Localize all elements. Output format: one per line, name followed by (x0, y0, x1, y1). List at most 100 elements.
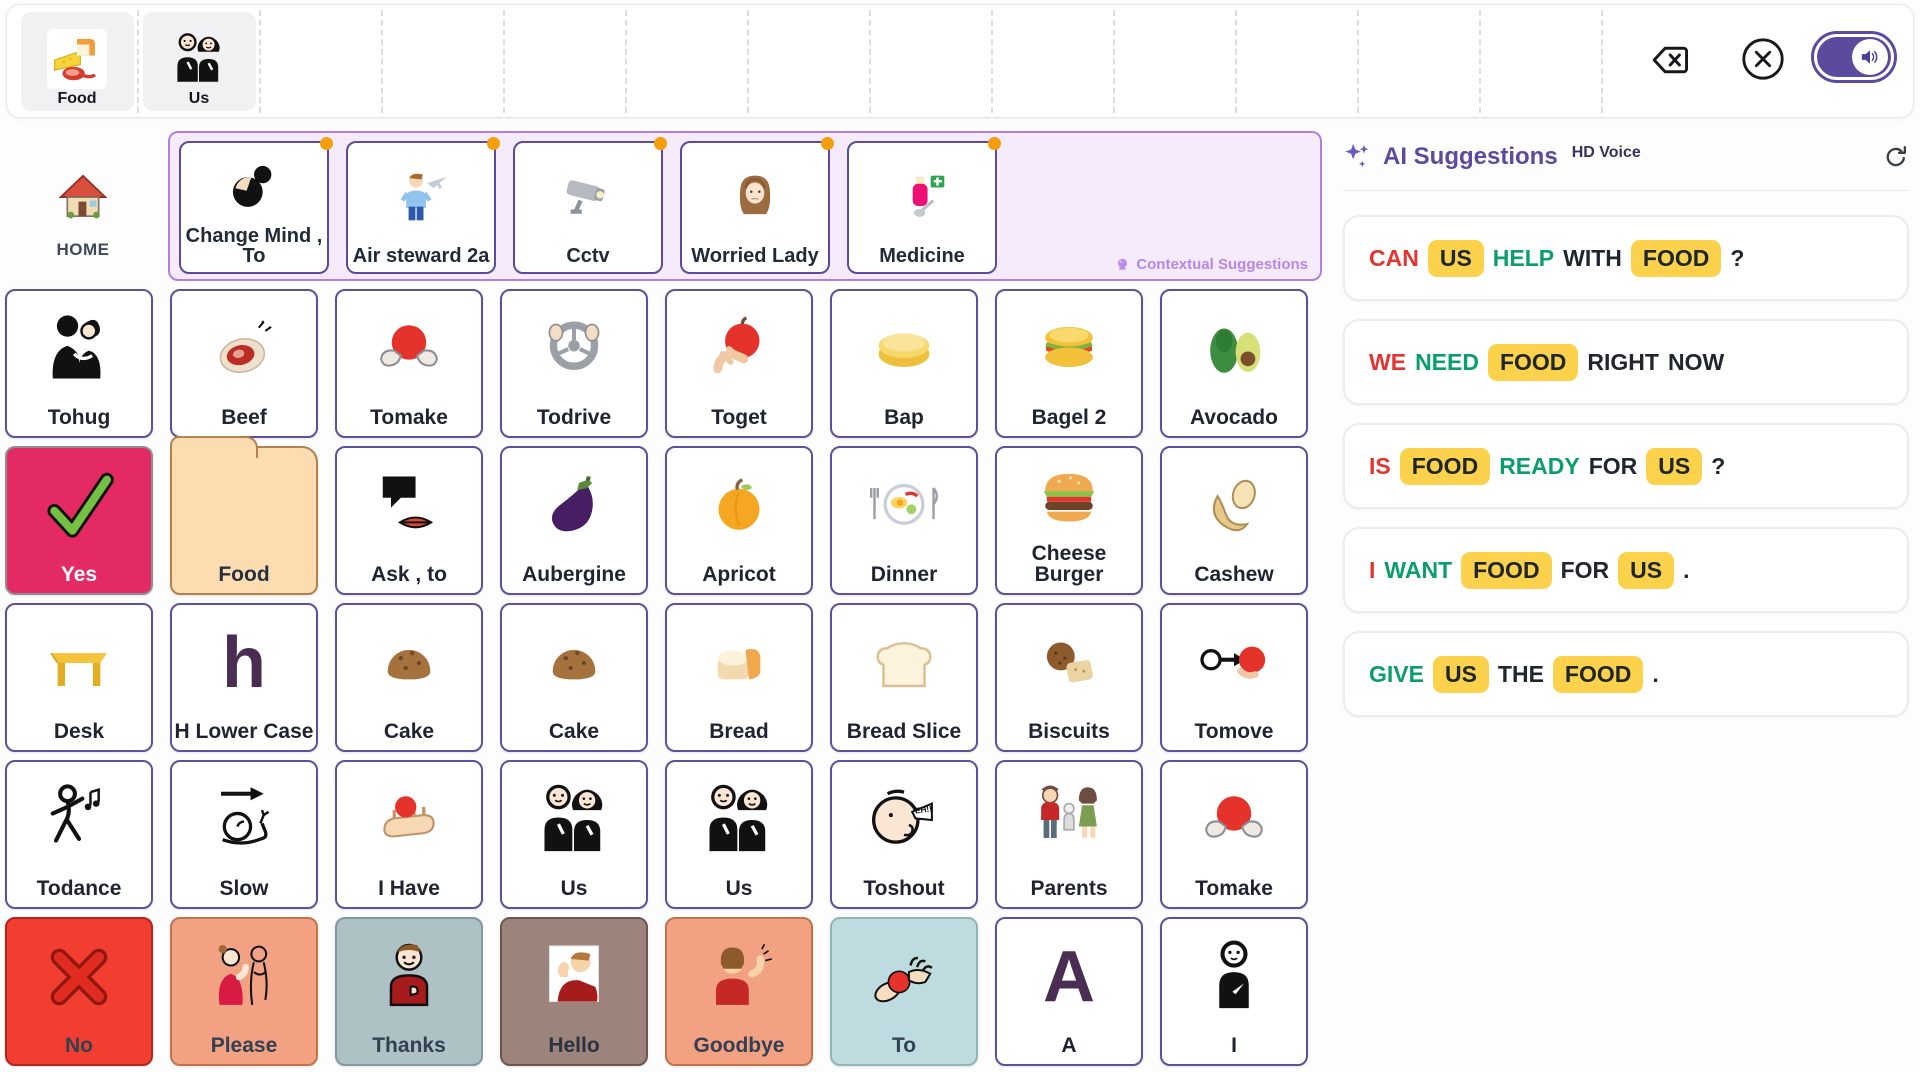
cell-label: No (65, 1034, 93, 1057)
hands-ball-icon (367, 308, 451, 390)
grid-cell-beef[interactable]: Beef (170, 289, 318, 438)
grid-cell-todance[interactable]: Todance (5, 760, 153, 909)
sentence-slot-empty (749, 10, 871, 113)
grid-cell-cake[interactable]: Cake (335, 603, 483, 752)
grid-cell-bread[interactable]: Bread (665, 603, 813, 752)
sentence-slots: Food Us (17, 10, 1603, 113)
grid-cell-aubergine[interactable]: Aubergine (500, 446, 648, 595)
biscuits-icon (1027, 622, 1111, 704)
ai-suggestion-card[interactable]: CAN US HELP WITH FOOD? (1343, 215, 1909, 301)
contextual-cell-air-steward-2a[interactable]: Air steward 2a (346, 137, 500, 274)
suggestion-word: FOOD (1461, 551, 1552, 589)
contextual-cell-change-mind-to[interactable]: Change Mind , To (179, 137, 333, 274)
cell-label: Avocado (1190, 406, 1278, 429)
contextual-cell-cctv[interactable]: Cctv (513, 137, 667, 274)
grid-cell-slow[interactable]: Slow (170, 760, 318, 909)
grid-cell-hello[interactable]: Hello (500, 917, 648, 1066)
contextual-cell-worried-lady[interactable]: Worried Lady (680, 137, 834, 274)
speak-toggle[interactable] (1811, 31, 1897, 83)
cell-label: Desk (53, 720, 105, 743)
backspace-button[interactable] (1645, 39, 1697, 81)
cell-label: Change Mind , To (185, 224, 323, 268)
grid-cell-us[interactable]: Us (500, 760, 648, 909)
grid-cell-avocado[interactable]: Avocado (1160, 289, 1308, 438)
cell-label: Yes (60, 563, 98, 586)
sentence-word-label: Food (57, 90, 97, 107)
contextual-cells: Change Mind , To Air steward 2a Cctv Worrie… (179, 137, 1001, 274)
grid-cell-tomake[interactable]: Tomake (1160, 760, 1308, 909)
cell-label: I Have (378, 877, 440, 900)
grid-cell-cashew[interactable]: Cashew (1160, 446, 1308, 595)
contextual-cell-medicine[interactable]: Medicine (847, 137, 1001, 274)
grid-cell-toshout[interactable]: EH!! Toshout (830, 760, 978, 909)
grid-cell-tohug[interactable]: Tohug (5, 289, 153, 438)
grid-cell-apricot[interactable]: Apricot (665, 446, 813, 595)
grid-cell-desk[interactable]: Desk (5, 603, 153, 752)
sentence-slot-empty (1481, 10, 1603, 113)
home-button[interactable]: HOME (48, 168, 118, 260)
sentence-slot-empty (627, 10, 749, 113)
steering-icon (532, 308, 616, 390)
grid-cell-cake[interactable]: Cake (500, 603, 648, 752)
sentence-word-us[interactable]: Us (142, 12, 256, 111)
parents-icon (1027, 779, 1111, 861)
suggestion-word: FOR (1560, 556, 1610, 583)
speech-ask-icon (367, 465, 451, 547)
ai-suggestion-card[interactable]: WE NEED FOOD RIGHT NOW (1343, 319, 1909, 405)
sparkles-icon (1343, 142, 1373, 172)
grid-cell-i[interactable]: I (1160, 917, 1308, 1066)
cell-label: Aubergine (522, 563, 626, 586)
grid-cell-thanks[interactable]: Thanks (335, 917, 483, 1066)
grid-cell-to[interactable]: To (830, 917, 978, 1066)
cell-label: Cake (383, 720, 435, 743)
grid-cell-bread-slice[interactable]: Bread Slice (830, 603, 978, 752)
hello-wave-icon (532, 936, 616, 1018)
grid-cell-todrive[interactable]: Todrive (500, 289, 648, 438)
grid-cell-tomake[interactable]: Tomake (335, 289, 483, 438)
ai-suggestion-card[interactable]: IS FOOD READY FOR US? (1343, 423, 1909, 509)
ai-panel-title: AI Suggestions (1383, 143, 1558, 170)
grid-cell-please[interactable]: Please (170, 917, 318, 1066)
sentence-slot-empty (505, 10, 627, 113)
cell-label: Us (725, 877, 753, 900)
grid-cell-i-have[interactable]: I Have (335, 760, 483, 909)
sentence-slot: Food (17, 10, 139, 113)
suggestion-word: . (1683, 556, 1690, 583)
grid-cell-ask-to[interactable]: Ask , to (335, 446, 483, 595)
grid-cell-yes[interactable]: Yes (5, 446, 153, 595)
grid-cell-no[interactable]: No (5, 917, 153, 1066)
food-meal-icon (47, 29, 107, 89)
hands-ball-icon (1192, 779, 1276, 861)
contextual-suggestions-row: Change Mind , To Air steward 2a Cctv Worrie… (168, 131, 1322, 281)
ai-suggestion-card[interactable]: I WANT FOOD FOR US. (1343, 527, 1909, 613)
refresh-icon[interactable] (1883, 144, 1909, 170)
sentence-word-food[interactable]: Food (20, 12, 134, 111)
grid-cell-parents[interactable]: Parents (995, 760, 1143, 909)
sentence-slot-empty (993, 10, 1115, 113)
ai-panel-header: AI Suggestions HD Voice (1343, 142, 1909, 172)
grid-cell-goodbye[interactable]: Goodbye (665, 917, 813, 1066)
grid-cell-bap[interactable]: Bap (830, 289, 978, 438)
sentence-word-label: Us (188, 90, 210, 107)
cake-dome-icon (367, 622, 451, 704)
grid-cell-biscuits[interactable]: Biscuits (995, 603, 1143, 752)
grid-cell-food[interactable]: Food (170, 436, 318, 595)
speak-toggle-fill (1817, 37, 1891, 77)
grid-cell-toget[interactable]: Toget (665, 289, 813, 438)
ai-suggestion-card[interactable]: GIVE US THE FOOD. (1343, 631, 1909, 717)
bagel-icon (1027, 308, 1111, 390)
grid-cell-h-lower-case[interactable]: h H Lower Case (170, 603, 318, 752)
cell-label: Hello (548, 1034, 600, 1057)
grid-cell-tomove[interactable]: Tomove (1160, 603, 1308, 752)
grid-cell-dinner[interactable]: Dinner (830, 446, 978, 595)
clear-button[interactable] (1739, 35, 1787, 83)
snail-slow-icon (202, 779, 286, 861)
grid-cell-us[interactable]: Us (665, 760, 813, 909)
grid-cell-cheese-burger[interactable]: Cheese Burger (995, 446, 1143, 595)
palm-ball-icon (367, 779, 451, 861)
cell-label: Apricot (702, 563, 776, 586)
medicine-icon (890, 167, 954, 229)
cell-label: Todance (36, 877, 122, 900)
grid-cell-bagel-2[interactable]: Bagel 2 (995, 289, 1143, 438)
